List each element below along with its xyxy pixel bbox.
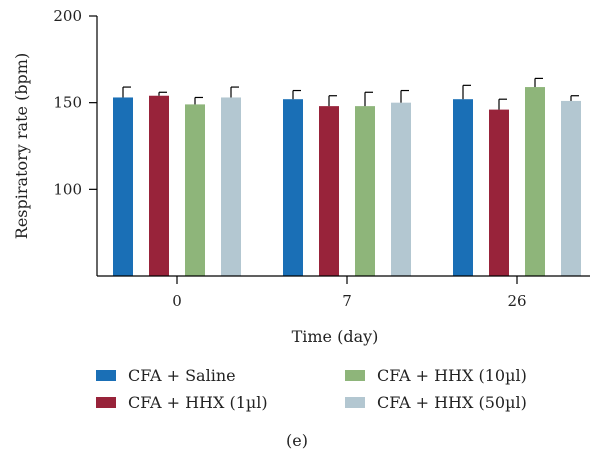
bar-series-2-day-7 — [355, 106, 375, 276]
legend-swatch-hhx-10 — [345, 370, 365, 381]
legend-item-saline: CFA + Saline — [96, 366, 236, 385]
x-axis-ticks: 0 7 26 — [172, 276, 527, 310]
legend-label-hhx-1: CFA + HHX (1µl) — [128, 393, 268, 412]
x-tick-label-0: 0 — [172, 292, 182, 310]
bar-series-0-day-0 — [113, 97, 133, 276]
bars-layer — [113, 87, 581, 277]
y-tick-label-100: 100 — [53, 180, 82, 198]
bar-series-2-day-26 — [525, 87, 545, 276]
bar-series-1-day-0 — [149, 95, 169, 276]
bar-series-0-day-26 — [453, 99, 473, 276]
bar-series-2-day-0 — [185, 104, 205, 277]
bar-series-3-day-0 — [221, 97, 241, 276]
legend-item-hhx-50: CFA + HHX (50µl) — [345, 393, 527, 412]
bar-chart: 100 150 200 0 7 26 Time (day) Respiratory ra… — [12, 7, 590, 346]
x-tick-label-7: 7 — [342, 292, 352, 310]
x-tick-label-26: 26 — [507, 292, 526, 310]
legend-swatch-hhx-50 — [345, 397, 365, 408]
legend-label-hhx-10: CFA + HHX (10µl) — [377, 366, 527, 385]
panel-label: (e) — [286, 431, 308, 450]
bar-series-3-day-26 — [561, 100, 581, 276]
legend-item-hhx-1: CFA + HHX (1µl) — [96, 393, 268, 412]
bar-series-3-day-7 — [391, 102, 411, 277]
legend-item-hhx-10: CFA + HHX (10µl) — [345, 366, 527, 385]
legend-label-hhx-50: CFA + HHX (50µl) — [377, 393, 527, 412]
bar-series-1-day-7 — [319, 106, 339, 276]
legend-label-saline: CFA + Saline — [128, 366, 236, 385]
y-axis-ticks: 100 150 200 — [53, 7, 97, 198]
y-tick-label-200: 200 — [53, 7, 82, 25]
legend-swatch-saline — [96, 370, 116, 381]
x-axis-title: Time (day) — [292, 327, 379, 346]
error-bars-layer — [122, 77, 579, 110]
bar-series-1-day-26 — [489, 109, 509, 276]
y-axis-title: Respiratory rate (bpm) — [12, 53, 31, 239]
bar-series-0-day-7 — [283, 99, 303, 276]
y-tick-label-150: 150 — [53, 94, 82, 112]
legend-swatch-hhx-1 — [96, 397, 116, 408]
